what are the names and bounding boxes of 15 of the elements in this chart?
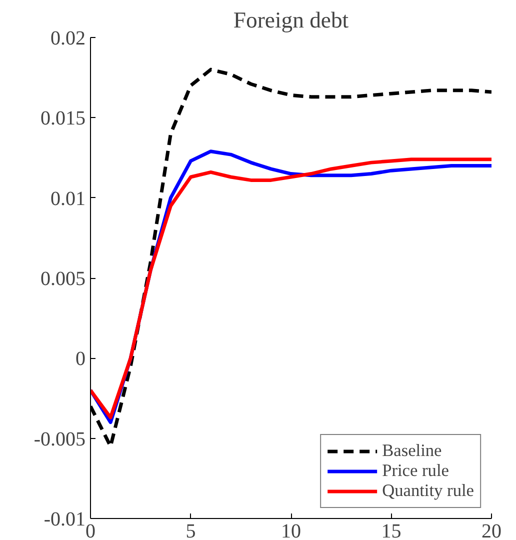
x-tick-label: 5 xyxy=(186,520,196,540)
legend-label: Baseline xyxy=(382,441,442,461)
x-tick-label: 15 xyxy=(381,520,402,540)
y-tick-label: -0.005 xyxy=(34,428,86,450)
x-tick-label: 10 xyxy=(281,520,301,540)
legend-label: Price rule xyxy=(382,461,449,481)
chart-title: Foreign debt xyxy=(233,8,350,32)
y-tick-label: 0.01 xyxy=(50,188,86,210)
y-tick-label: 0 xyxy=(76,348,86,370)
x-tick-label: 20 xyxy=(482,520,502,540)
y-tick-label: -0.01 xyxy=(44,508,86,530)
y-tick-label: 0.005 xyxy=(40,268,86,290)
y-tick-label: 0.02 xyxy=(50,28,86,50)
legend-label: Quantity rule xyxy=(382,481,474,501)
y-tick-label: 0.015 xyxy=(40,108,86,130)
